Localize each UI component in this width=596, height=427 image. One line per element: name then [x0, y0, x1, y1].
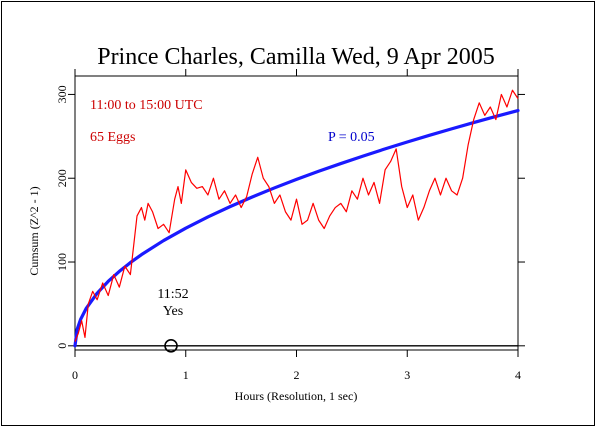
cumsum-data-line — [74, 89, 519, 342]
plot-area: 0 1 2 3 4 0 100 200 300 — [55, 69, 525, 382]
x-tick-label: 2 — [294, 368, 300, 382]
x-tick-label: 0 — [72, 368, 78, 382]
x-tick-label: 4 — [515, 368, 521, 382]
x-tick-label: 1 — [183, 368, 189, 382]
p-value-label: P = 0.05 — [328, 130, 375, 145]
y-tick-label: 0 — [55, 343, 69, 349]
y-tick-label: 200 — [55, 169, 69, 187]
event-time-label: 11:52 — [157, 287, 188, 302]
x-tick-label: 3 — [404, 368, 410, 382]
y-tick-label: 100 — [55, 253, 69, 271]
y-axis-label: Cumsum (Z^2 - 1) — [27, 186, 41, 275]
probability-envelope-line — [73, 108, 520, 348]
event-yes-label: Yes — [163, 304, 183, 319]
event-marker — [164, 339, 178, 353]
chart-title: Prince Charles, Camilla Wed, 9 Apr 2005 — [97, 44, 495, 70]
x-axis-label: Hours (Resolution, 1 sec) — [235, 389, 358, 403]
eggs-annotation: 65 Eggs — [90, 130, 136, 145]
y-tick-label: 300 — [55, 85, 69, 103]
time-window-annotation: 11:00 to 15:00 UTC — [90, 98, 203, 113]
